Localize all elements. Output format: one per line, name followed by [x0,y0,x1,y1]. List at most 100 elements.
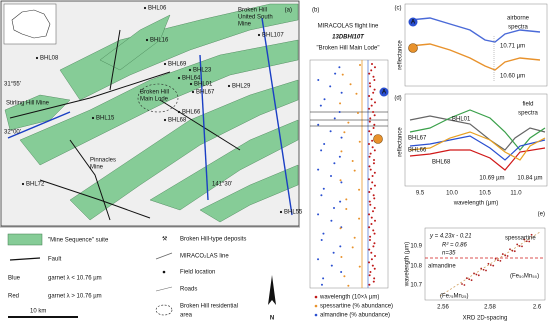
sample-label: BHL67 [196,90,215,96]
label: spectra [508,25,528,31]
label: spessartine [505,236,536,242]
field-location [177,76,181,80]
e-dot [463,284,466,286]
e-dot [489,264,492,266]
trace-dot [330,219,333,222]
sample-label: BHL15 [96,116,115,122]
e-dot [480,267,483,270]
fault [9,71,171,119]
trace-dot [317,213,320,216]
trace-dot [373,171,376,174]
sample-label: BHL69 [168,62,187,68]
legend-dot [314,304,318,308]
marker-orange [373,134,383,144]
sample-label: BHL72 [26,182,45,188]
trace-dot [358,265,361,268]
trace-dot [339,200,342,203]
trace-dot [320,283,323,286]
legend-road [155,286,173,292]
trace-dot [373,101,376,104]
trace-dot [340,91,343,94]
trace-dot [369,152,372,155]
trace-dot [353,169,356,172]
e-dot [492,264,495,267]
label: reflectance [398,127,404,157]
trace-dot [347,121,350,124]
trace-dot [373,277,376,280]
trace-dot [368,274,371,277]
legend-green [7,233,43,246]
trace-dot [358,188,361,191]
label: field [522,102,533,108]
marker-a [408,17,418,27]
place-name: Mine [238,22,252,28]
trace-dot [370,133,373,136]
b-frame [309,59,389,289]
label: 2.6 [533,305,542,311]
label: 10.71 µm [500,44,525,50]
trace-dot [373,79,376,81]
trace-dot [320,239,323,241]
label: 10.7 [410,283,422,289]
place-name: Pinnacles [90,158,116,164]
trace-dot [338,66,341,69]
trace-dot [372,280,375,283]
trace-dot [371,146,374,149]
sample-label: BHL68 [168,118,187,124]
trace-dot [373,123,376,126]
trace-dot [372,127,375,129]
label: BHL01 [452,117,471,123]
sample-label: BHL29 [232,84,251,90]
trace-dot [368,213,371,216]
label: A [411,20,416,26]
trace-dot [340,136,343,139]
label: (e) [538,212,545,218]
trace-dot [368,165,371,168]
sample-label: BHL01 [194,82,213,88]
e-points [461,233,533,286]
trace-dot [371,175,374,177]
trace-dot [372,75,375,78]
trace-dot [317,79,320,81]
trace-dot [369,235,372,238]
trace-dot [323,98,326,101]
trace-dot [358,140,361,143]
fault [159,99,241,151]
trace-dot [333,162,336,165]
north-arrow [268,275,276,305]
label: spectra [518,111,538,117]
label: 10.69 µm [479,176,504,182]
fault [109,29,121,91]
e-dot [506,255,509,257]
trace-dot [358,217,361,220]
trace-dot [351,160,354,162]
trace-dot [339,245,342,248]
e-dot [468,278,471,281]
trace-dot [372,194,375,197]
sample-label: BHL08 [40,56,59,62]
label: (b) [312,8,319,14]
trace-dot [368,239,371,241]
label: almandine [428,264,456,270]
e-dot [501,253,504,255]
label: 10.84 µm [517,176,542,182]
label: MIRACOLAS flight line [318,24,379,30]
d-spectrum [409,147,546,171]
label: wavelength (µm) [405,242,411,287]
e-dot [487,262,490,265]
label: BHL66 [408,148,427,154]
e-dot [497,259,499,262]
coordinate: 32°00' [4,130,21,136]
faults [9,29,241,221]
marker-orange [408,43,418,53]
green-band [149,119,299,211]
label: XRD 2D-spacing [463,316,508,322]
e-dot [499,259,502,262]
trace-dot [370,251,373,254]
trace-dot [373,88,376,91]
legend-fault [9,257,41,261]
green-band [69,79,299,221]
trace-dot [359,64,361,66]
trace-dot [370,98,373,101]
